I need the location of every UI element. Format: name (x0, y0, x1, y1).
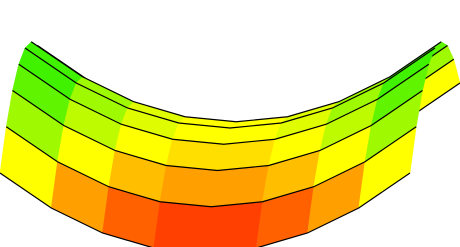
surface-patch (159, 165, 218, 208)
surface-patch (153, 201, 212, 247)
surface-line (24, 47, 436, 129)
surface-line (12, 90, 423, 172)
surface-patch (210, 165, 270, 208)
surface-line (30, 41, 442, 123)
surface-line (5, 126, 417, 208)
surface-line (18, 63, 430, 145)
surface-patch (205, 201, 263, 247)
surface-line (0, 172, 411, 247)
